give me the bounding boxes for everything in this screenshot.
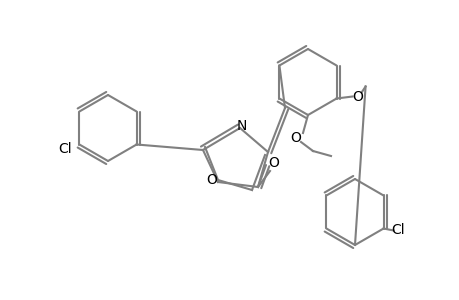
Text: Cl: Cl <box>58 142 72 155</box>
Text: O: O <box>206 173 217 187</box>
Text: O: O <box>290 131 301 145</box>
Text: Cl: Cl <box>390 224 403 238</box>
Text: O: O <box>268 156 279 170</box>
Text: O: O <box>352 89 362 103</box>
Text: N: N <box>236 119 246 133</box>
